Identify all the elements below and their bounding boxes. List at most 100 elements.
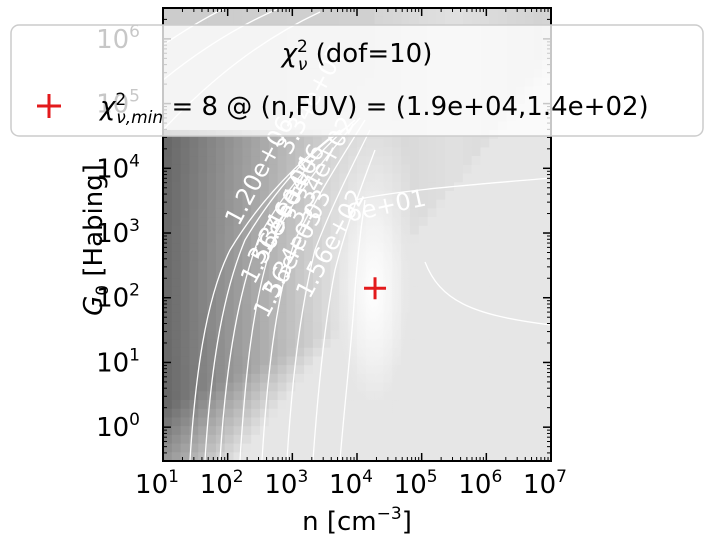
heatmap-cell: [251, 8, 261, 18]
heatmap-cell: [427, 304, 437, 314]
heatmap-cell: [180, 16, 191, 27]
heatmap-cell: [260, 400, 270, 410]
heatmap-cell: [365, 434, 376, 445]
heatmap-cell: [198, 269, 208, 279]
heatmap-cell: [224, 295, 235, 305]
heatmap-cell: [392, 147, 402, 157]
heatmap-cell: [498, 147, 508, 157]
heatmap-cell: [498, 373, 508, 384]
heatmap-cell: [365, 16, 376, 27]
heatmap-cell: [215, 217, 226, 227]
heatmap-cell: [233, 365, 243, 375]
heatmap-cell: [489, 312, 499, 323]
heatmap-cell: [224, 147, 235, 157]
heatmap-cell: [295, 234, 305, 244]
heatmap-cell: [268, 16, 279, 27]
heatmap-cell: [312, 286, 323, 297]
heatmap-cell: [533, 295, 543, 305]
heatmap-cell: [171, 391, 182, 401]
heatmap-cell: [295, 173, 305, 183]
heatmap-cell: [409, 365, 420, 375]
heatmap-cell: [454, 208, 464, 218]
heatmap-cell: [163, 251, 173, 262]
heatmap-cell: [524, 269, 534, 279]
heatmap-cell: [171, 434, 182, 445]
heatmap-cell: [462, 251, 473, 262]
heatmap-cell: [542, 373, 551, 384]
heatmap-cell: [409, 190, 420, 201]
heatmap-cell: [436, 286, 446, 297]
heatmap-cell: [462, 382, 473, 392]
heatmap-cell: [401, 426, 411, 436]
heatmap-cell: [312, 182, 323, 192]
heatmap-cell: [489, 190, 499, 201]
heatmap-cell: [542, 208, 551, 218]
heatmap-cell: [224, 434, 235, 445]
heatmap-cell: [515, 365, 526, 375]
heatmap-cell: [171, 173, 182, 183]
heatmap-cell: [418, 391, 429, 401]
heatmap-cell: [445, 217, 455, 227]
heatmap-cell: [312, 347, 323, 358]
heatmap-cell: [506, 225, 517, 236]
heatmap-cell: [462, 217, 473, 227]
heatmap-cell: [524, 164, 534, 175]
heatmap-cell: [462, 347, 473, 358]
heatmap-cell: [198, 382, 208, 392]
heatmap-cell: [339, 452, 349, 461]
heatmap-cell: [171, 408, 182, 419]
heatmap-cell: [260, 208, 270, 218]
heatmap-cell: [224, 408, 235, 419]
heatmap-cell: [304, 217, 314, 227]
heatmap-cell: [198, 182, 208, 192]
heatmap-cell: [427, 278, 437, 288]
heatmap-cell: [454, 260, 464, 270]
heatmap-cell: [207, 243, 217, 253]
heatmap-cell: [506, 304, 517, 314]
heatmap-cell: [180, 164, 191, 175]
heatmap-cell: [533, 382, 543, 392]
heatmap-cell: [392, 443, 402, 453]
heatmap-cell: [418, 408, 429, 419]
heatmap-cell: [207, 286, 217, 297]
heatmap-cell: [242, 312, 252, 323]
heatmap-cell: [215, 225, 226, 236]
heatmap-cell: [304, 156, 314, 166]
heatmap-cell: [542, 260, 551, 270]
heatmap-cell: [471, 156, 482, 166]
heatmap-cell: [268, 269, 279, 279]
heatmap-cell: [304, 269, 314, 279]
heatmap-cell: [348, 138, 358, 148]
heatmap-cell: [198, 199, 208, 209]
heatmap-cell: [515, 208, 526, 218]
heatmap-cell: [189, 304, 199, 314]
heatmap-cell: [515, 443, 526, 453]
heatmap-cell: [207, 269, 217, 279]
heatmap-cell: [533, 173, 543, 183]
heatmap-cell: [198, 452, 208, 461]
heatmap-cell: [480, 286, 490, 297]
heatmap-cell: [189, 260, 199, 270]
heatmap-cell: [436, 251, 446, 262]
heatmap-cell: [418, 16, 429, 27]
heatmap-cell: [251, 400, 261, 410]
heatmap-cell: [233, 243, 243, 253]
heatmap-cell: [180, 452, 191, 461]
heatmap-cell: [471, 408, 482, 419]
heatmap-cell: [454, 199, 464, 209]
heatmap-cell: [374, 452, 385, 461]
heatmap-cell: [233, 400, 243, 410]
heatmap-cell: [295, 339, 305, 349]
heatmap-cell: [427, 373, 437, 384]
heatmap-cell: [321, 295, 332, 305]
heatmap-cell: [506, 347, 517, 358]
heatmap-cell: [454, 408, 464, 419]
heatmap-cell: [542, 199, 551, 209]
heatmap-cell: [427, 164, 437, 175]
heatmap-cell: [233, 190, 243, 201]
heatmap-cell: [427, 312, 437, 323]
legend-box: [10, 24, 704, 137]
heatmap-cell: [418, 208, 429, 218]
heatmap-cell: [515, 286, 526, 297]
heatmap-cell: [295, 208, 305, 218]
